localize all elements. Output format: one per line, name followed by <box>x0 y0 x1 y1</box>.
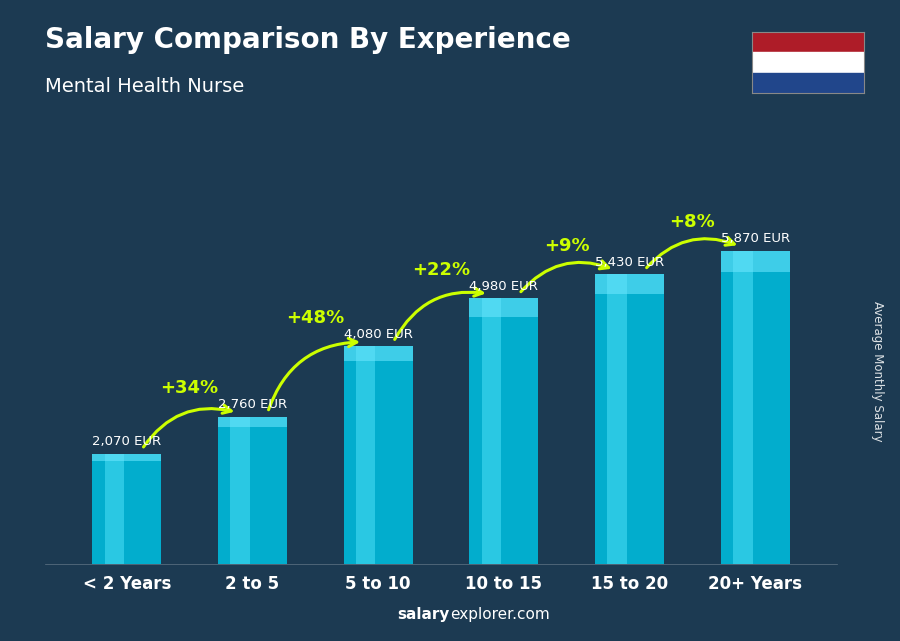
Bar <box>469 298 538 317</box>
Bar <box>344 346 413 564</box>
Bar <box>218 417 287 564</box>
Text: +9%: +9% <box>544 237 590 254</box>
Text: salary: salary <box>398 607 450 622</box>
Text: +34%: +34% <box>160 379 219 397</box>
Bar <box>92 454 161 462</box>
Bar <box>595 274 664 294</box>
Bar <box>721 251 790 564</box>
Text: +48%: +48% <box>286 309 345 327</box>
Bar <box>230 417 249 564</box>
Text: +8%: +8% <box>670 213 716 231</box>
Text: Mental Health Nurse: Mental Health Nurse <box>45 77 244 96</box>
Bar <box>104 454 124 564</box>
Bar <box>469 298 538 564</box>
Bar <box>734 251 752 564</box>
Bar <box>595 274 664 564</box>
Bar <box>752 72 864 93</box>
Bar <box>92 454 161 564</box>
Text: 4,980 EUR: 4,980 EUR <box>470 279 538 293</box>
Bar <box>608 274 626 564</box>
Text: Average Monthly Salary: Average Monthly Salary <box>871 301 884 442</box>
Bar <box>356 346 375 564</box>
Text: 4,080 EUR: 4,080 EUR <box>344 328 412 341</box>
Bar <box>752 32 864 53</box>
Text: explorer.com: explorer.com <box>450 607 550 622</box>
Bar <box>482 298 501 564</box>
Bar <box>218 417 287 427</box>
Text: Salary Comparison By Experience: Salary Comparison By Experience <box>45 26 571 54</box>
Bar <box>752 53 864 72</box>
Bar <box>721 251 790 272</box>
Text: +22%: +22% <box>412 261 470 279</box>
Bar <box>344 346 413 362</box>
Text: 2,760 EUR: 2,760 EUR <box>218 398 287 412</box>
Text: 5,430 EUR: 5,430 EUR <box>595 256 664 269</box>
Text: 2,070 EUR: 2,070 EUR <box>92 435 161 448</box>
Text: 5,870 EUR: 5,870 EUR <box>721 232 790 245</box>
